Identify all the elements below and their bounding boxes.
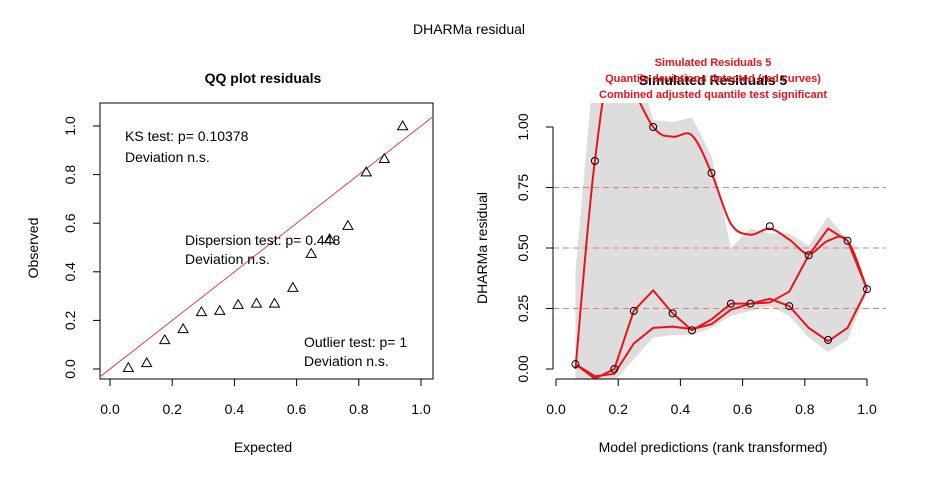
residual-x-tick-label: 0.6 (733, 401, 753, 417)
qq-point (396, 119, 409, 131)
residual-x-tick-label: 0.8 (795, 401, 815, 417)
qq-x-tick-label: 0.8 (349, 401, 369, 417)
qq-y-label: Observed (25, 218, 41, 279)
main-title: DHARMa residual (413, 21, 525, 37)
residual-y-tick-label: 0.25 (515, 295, 531, 322)
qq-plot-title: QQ plot residuals (205, 70, 322, 86)
qq-x-tick-label: 1.0 (411, 401, 431, 417)
qq-points (122, 119, 409, 373)
qq-y-tick-label: 0.8 (62, 165, 78, 185)
ks-deviation-text: Deviation n.s. (125, 149, 210, 165)
simulation-band-area (575, 103, 867, 379)
residual-point (571, 360, 580, 369)
residual-point (824, 335, 833, 344)
qq-y-tick-label: 0.6 (62, 213, 78, 233)
residual-point (610, 365, 619, 373)
residual-point (726, 299, 735, 308)
quantile-curve-upper (574, 103, 868, 370)
simulation-band (575, 103, 867, 379)
quantile-curves (574, 103, 868, 379)
qq-x-axis: 0.0 0.2 0.4 0.6 0.8 1.0 (100, 378, 431, 417)
qq-point (122, 361, 135, 373)
qq-point (158, 333, 171, 345)
residual-x-tick-label: 0.4 (671, 401, 691, 417)
residual-x-axis: 0.0 0.2 0.4 0.6 0.8 1.0 (546, 378, 877, 417)
residual-y-tick-label: 0.00 (515, 355, 531, 382)
qq-x-tick-label: 0.0 (100, 401, 120, 417)
residual-plot-title: Simulated Residuals 5 (639, 72, 788, 88)
qq-point (195, 305, 208, 317)
residual-vs-predicted-panel: 0.0 0.2 0.4 0.6 0.8 1.0 0.000.250.500.751.00 … (474, 57, 886, 455)
qq-point (177, 322, 189, 334)
dispersion-test-text: Dispersion test: p= 0.448 (185, 232, 340, 248)
quantile-curve-median (574, 227, 868, 379)
residual-point (804, 251, 813, 260)
quantile-curve-lower (574, 288, 868, 378)
qq-point (305, 247, 318, 258)
qq-point (213, 304, 226, 315)
qq-point (268, 297, 281, 308)
residual-x-tick-label: 0.0 (546, 401, 566, 417)
qq-point (140, 356, 153, 368)
residual-point (649, 123, 658, 131)
qq-point (287, 281, 299, 292)
residual-y-axis: 0.00 0.25 0.50 0.75 1.00 (515, 113, 554, 383)
qq-point (250, 297, 263, 308)
residual-point (765, 222, 774, 231)
residual-point (590, 156, 599, 165)
dispersion-deviation-text: Deviation n.s. (185, 251, 270, 267)
residual-y-tick-label: 0.50 (515, 234, 531, 261)
qq-point (378, 152, 391, 164)
quantile-reference-lines (553, 187, 886, 309)
residual-y-label: DHARMa residual (474, 192, 490, 304)
residual-point (668, 309, 677, 318)
qq-point (360, 166, 373, 177)
residual-x-tick-label: 1.0 (857, 401, 877, 417)
outlier-deviation-text: Deviation n.s. (304, 353, 389, 369)
qq-y-tick-label: 1.0 (62, 116, 78, 136)
qq-x-tick-label: 0.4 (225, 401, 245, 417)
qq-reference-line (100, 115, 433, 378)
qq-point (342, 219, 354, 230)
residual-point (785, 302, 794, 311)
ks-test-text: KS test: p= 0.10378 (125, 128, 249, 144)
qq-y-tick-label: 0.0 (62, 359, 78, 379)
residual-point (746, 299, 755, 308)
qq-y-tick-label: 0.2 (62, 310, 78, 330)
residual-point (707, 168, 716, 177)
residual-x-tick-label: 0.2 (608, 401, 628, 417)
residual-point (688, 326, 697, 335)
qq-x-label: Expected (234, 439, 292, 455)
qq-y-axis: 0.0 0.2 0.4 0.6 0.8 1.0 (62, 116, 100, 379)
qq-x-tick-label: 0.2 (162, 401, 182, 417)
qq-y-tick-label: 0.4 (62, 262, 78, 282)
residual-point (629, 306, 638, 315)
residual-y-tick-label: 0.75 (515, 174, 531, 201)
qq-point (323, 232, 336, 244)
qq-plot-panel: QQ plot residuals 0.0 0.2 0.4 0.6 0.8 1.0 0.0… (25, 70, 434, 455)
residual-points (571, 123, 871, 373)
residual-subtitle-2: Quantile deviations detected (red curves… (605, 73, 821, 85)
qq-x-tick-label: 0.6 (287, 401, 307, 417)
residual-point (863, 285, 871, 294)
qq-point (232, 298, 244, 309)
residual-subtitle-3: Combined adjusted quantile test signific… (599, 89, 827, 101)
residual-point (843, 236, 852, 245)
residual-subtitle-1: Simulated Residuals 5 (655, 57, 772, 69)
outlier-test-text: Outlier test: p= 1 (304, 334, 407, 350)
residual-y-tick-label: 1.00 (515, 113, 531, 140)
residual-x-label: Model predictions (rank transformed) (599, 439, 828, 455)
